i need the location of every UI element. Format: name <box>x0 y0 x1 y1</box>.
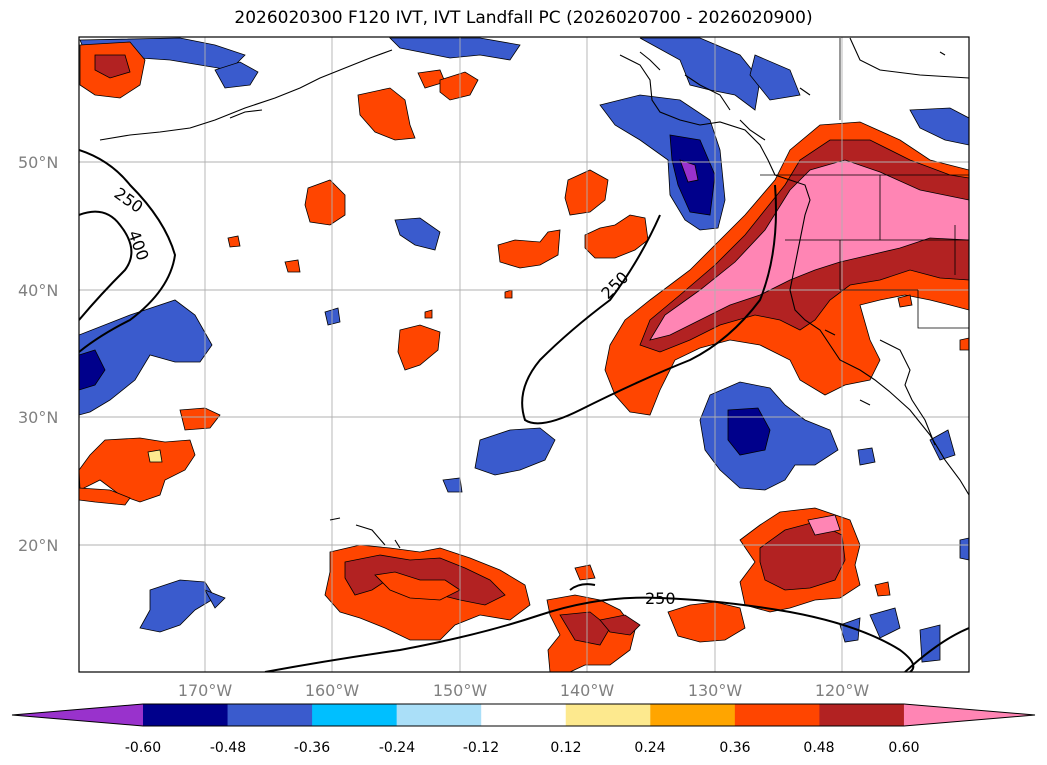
lon-label-140w: 140°W <box>560 681 615 700</box>
map-field <box>79 37 969 672</box>
map-frame <box>78 36 970 673</box>
lat-label-20n: 20°N <box>18 536 58 555</box>
colorbar-segment <box>396 704 482 726</box>
colorbar-segment <box>481 704 567 726</box>
colorbar-tick-label: -0.24 <box>379 740 415 756</box>
contour-label-250-south: 250 <box>645 589 676 608</box>
colorbar-outline <box>11 703 1036 727</box>
ivt-contours <box>79 149 969 672</box>
colorbar-segment <box>565 704 651 726</box>
political-borders <box>760 38 969 329</box>
colorbar-tick-label: 0.48 <box>803 740 834 756</box>
lon-label-120w: 120°W <box>815 681 870 700</box>
negative-pc-regions <box>79 37 969 663</box>
positive-pc-regions <box>79 41 969 672</box>
colorbar-tick-label: 0.36 <box>719 740 750 756</box>
colorbar-extend-min <box>12 704 143 726</box>
colorbar-tick-label: -0.12 <box>463 740 499 756</box>
colorbar-tick-label: -0.48 <box>210 740 246 756</box>
contour-label-250-central: 250 <box>597 268 632 303</box>
lat-label-40n: 40°N <box>18 281 58 300</box>
lon-label-170w: 170°W <box>178 681 233 700</box>
lon-label-130w: 130°W <box>688 681 743 700</box>
lat-label-50n: 50°N <box>18 153 58 172</box>
colorbar-tick-labels: -0.60 -0.48 -0.36 -0.24 -0.12 0.12 0.24 … <box>125 740 920 756</box>
colorbar-segment <box>143 704 229 726</box>
colorbar-tick-label: 0.12 <box>550 740 581 756</box>
colorbar <box>11 703 1036 727</box>
contour-label-250-west: 250 <box>111 184 147 217</box>
colorbar-tick-label: 0.60 <box>888 740 919 756</box>
coastlines <box>99 37 969 549</box>
map-title: 2026020300 F120 IVT, IVT Landfall PC (20… <box>234 8 813 28</box>
lat-label-30n: 30°N <box>18 408 58 427</box>
colorbar-extend-max <box>903 704 1035 726</box>
colorbar-segment <box>312 704 398 726</box>
colorbar-segment <box>734 704 820 726</box>
contour-label-400: 400 <box>124 228 152 263</box>
colorbar-tick-label: 0.24 <box>634 740 665 756</box>
colorbar-segment <box>227 704 313 726</box>
lon-label-150w: 150°W <box>433 681 488 700</box>
colorbar-tick-label: -0.36 <box>294 740 330 756</box>
colorbar-segment <box>650 704 736 726</box>
colorbar-tick-label: -0.60 <box>125 740 161 756</box>
colorbar-segment <box>819 704 905 726</box>
lon-label-160w: 160°W <box>305 681 360 700</box>
